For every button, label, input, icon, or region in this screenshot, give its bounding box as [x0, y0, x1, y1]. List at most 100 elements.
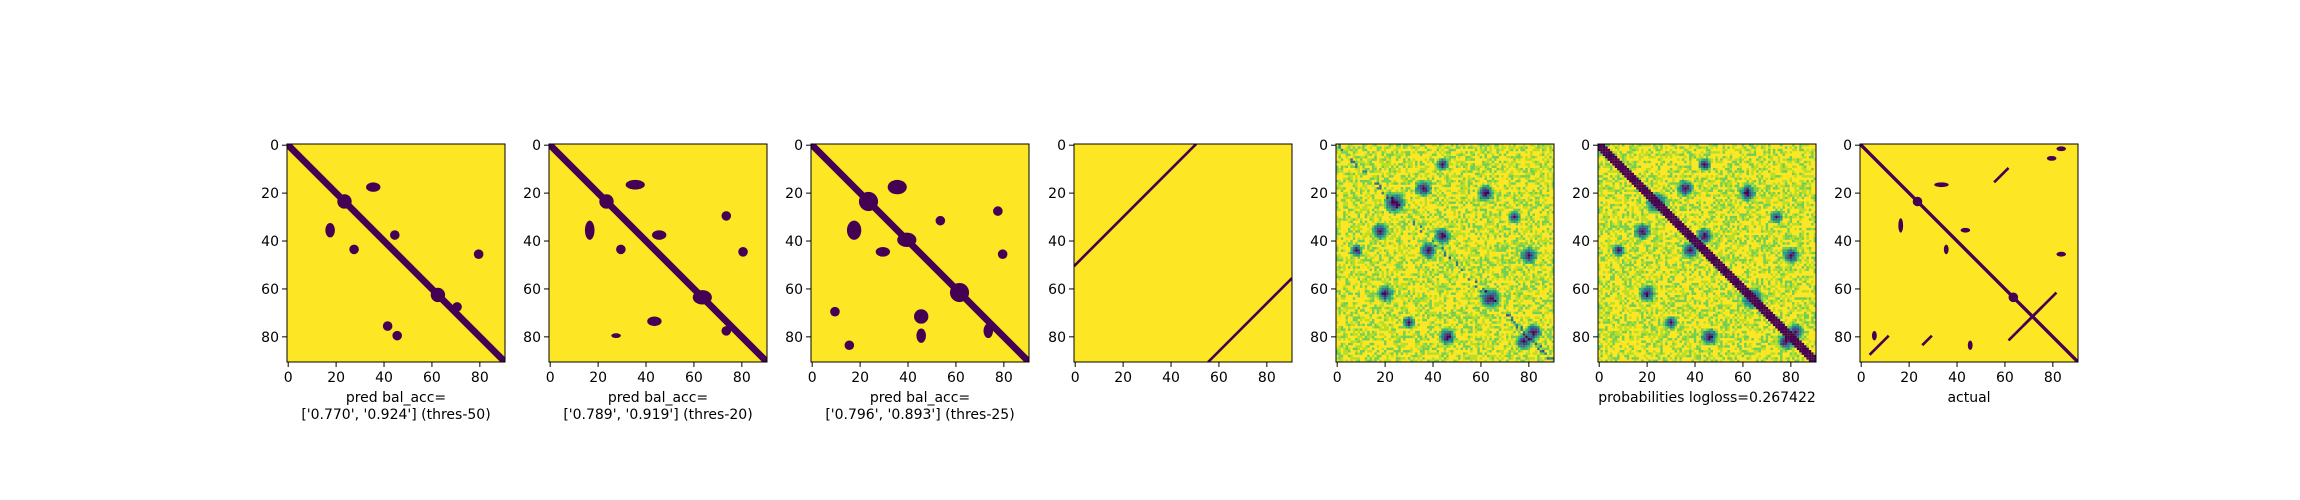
heatmap-cell [1395, 199, 1399, 202]
heatmap-cell [1407, 357, 1411, 360]
heatmap-cell [1501, 170, 1504, 173]
heatmap-cell [1446, 179, 1449, 183]
heatmap-cell [1496, 342, 1499, 346]
heatmap-cell [1381, 302, 1384, 305]
heatmap-cell [1474, 184, 1478, 188]
heatmap-cell [1506, 294, 1509, 298]
heatmap-cell [1417, 275, 1420, 279]
heatmap-cell [1498, 287, 1502, 291]
heatmap-cell [1436, 199, 1440, 202]
heatmap-cell [1419, 287, 1423, 291]
heatmap-cell [1506, 345, 1509, 348]
heatmap-cell [1439, 244, 1442, 248]
heatmap-cell [1448, 330, 1452, 334]
heatmap-cell [1455, 175, 1459, 178]
heatmap-cell [1393, 340, 1396, 343]
heatmap-cell [1450, 352, 1454, 355]
heatmap-cell [1458, 242, 1461, 245]
heatmap-cell [1439, 285, 1442, 288]
heatmap-cell [1482, 263, 1485, 267]
heatmap-cell [1400, 268, 1404, 272]
heatmap-cell [1609, 321, 1613, 324]
heatmap-cell [1605, 345, 1608, 348]
heatmap-cell [1340, 275, 1344, 279]
heatmap-cell [1379, 294, 1382, 298]
heatmap-cell [1484, 314, 1487, 317]
heatmap-cell [1395, 282, 1399, 286]
heatmap-cell [1431, 270, 1435, 274]
heatmap-cell [1379, 258, 1382, 262]
heatmap-cell [1455, 163, 1459, 166]
heatmap-cell [1350, 165, 1353, 169]
x-tick-label: 0 [1071, 370, 1080, 386]
heatmap-cell [1534, 148, 1538, 152]
heatmap-cell [1496, 242, 1499, 245]
heatmap-cell [1453, 314, 1456, 317]
heatmap-cell [1494, 191, 1497, 195]
heatmap-cell [1355, 251, 1358, 255]
heatmap-cell [1429, 242, 1432, 245]
heatmap-cell [1352, 285, 1356, 288]
heatmap-cell [1520, 347, 1523, 351]
heatmap-cell [1624, 239, 1627, 243]
heatmap-cell [1376, 199, 1380, 202]
heatmap-cell [1510, 273, 1514, 276]
heatmap-cell [1465, 306, 1468, 310]
heatmap-cell [1494, 182, 1497, 185]
heatmap-cell [1379, 292, 1382, 295]
heatmap-cell [1498, 211, 1502, 214]
heatmap-cell [1450, 163, 1454, 166]
heatmap-cell [1621, 254, 1625, 257]
heatmap-cell [1551, 278, 1554, 281]
heatmap-cell [1508, 182, 1511, 185]
heatmap-cell [1455, 225, 1459, 228]
heatmap-cell [1453, 333, 1456, 336]
heatmap-cell [1501, 282, 1504, 286]
heatmap-cell [1470, 268, 1473, 272]
heatmap-cell [1527, 247, 1531, 250]
heatmap-cell [1544, 218, 1547, 221]
heatmap-cell [1484, 225, 1487, 228]
heatmap-cell [1503, 268, 1507, 272]
heatmap-cell [1453, 213, 1456, 216]
heatmap-cell [1350, 251, 1353, 255]
heatmap-cell [1544, 160, 1547, 164]
x-tick-label: 0 [284, 370, 293, 386]
heatmap-cell [1460, 261, 1464, 264]
heatmap-cell [1621, 225, 1625, 228]
heatmap-cell [1537, 273, 1540, 276]
heatmap-cell [1352, 191, 1356, 195]
heatmap-cell [1527, 258, 1531, 262]
heatmap-cell [1376, 261, 1380, 264]
heatmap-cell [1508, 266, 1511, 269]
heatmap-cell [1479, 194, 1483, 197]
heatmap-cell [1508, 261, 1511, 264]
heatmap-cell [1520, 270, 1523, 274]
y-tick-label: 80 [785, 330, 803, 346]
heatmap-cell [1391, 227, 1394, 231]
heatmap-cell [1534, 254, 1538, 257]
heatmap-cell [1359, 261, 1363, 264]
heatmap-cell [1546, 158, 1550, 161]
heatmap-cell [1455, 146, 1459, 149]
heatmap-cell [1427, 326, 1430, 329]
heatmap-cell [1532, 254, 1535, 257]
heatmap-cell [1614, 333, 1618, 336]
heatmap-cell [1465, 158, 1468, 161]
heatmap-cell [1491, 187, 1495, 190]
heatmap-cell [1508, 326, 1511, 329]
heatmap-cell [1614, 199, 1618, 202]
heatmap-cell [1537, 292, 1540, 295]
heatmap-cell [1386, 359, 1389, 362]
heatmap-cell [1395, 211, 1399, 214]
heatmap-cell [1489, 304, 1492, 307]
heatmap-cell [1532, 321, 1535, 324]
heatmap-cell [1407, 160, 1411, 164]
heatmap-cell [1607, 270, 1611, 274]
heatmap-cell [1513, 160, 1516, 164]
heatmap-cell [1491, 196, 1495, 200]
heatmap-cell [1462, 160, 1466, 164]
heatmap-cell [1427, 215, 1430, 219]
heatmap-cell [1474, 203, 1478, 207]
heatmap-cell [1491, 357, 1495, 360]
